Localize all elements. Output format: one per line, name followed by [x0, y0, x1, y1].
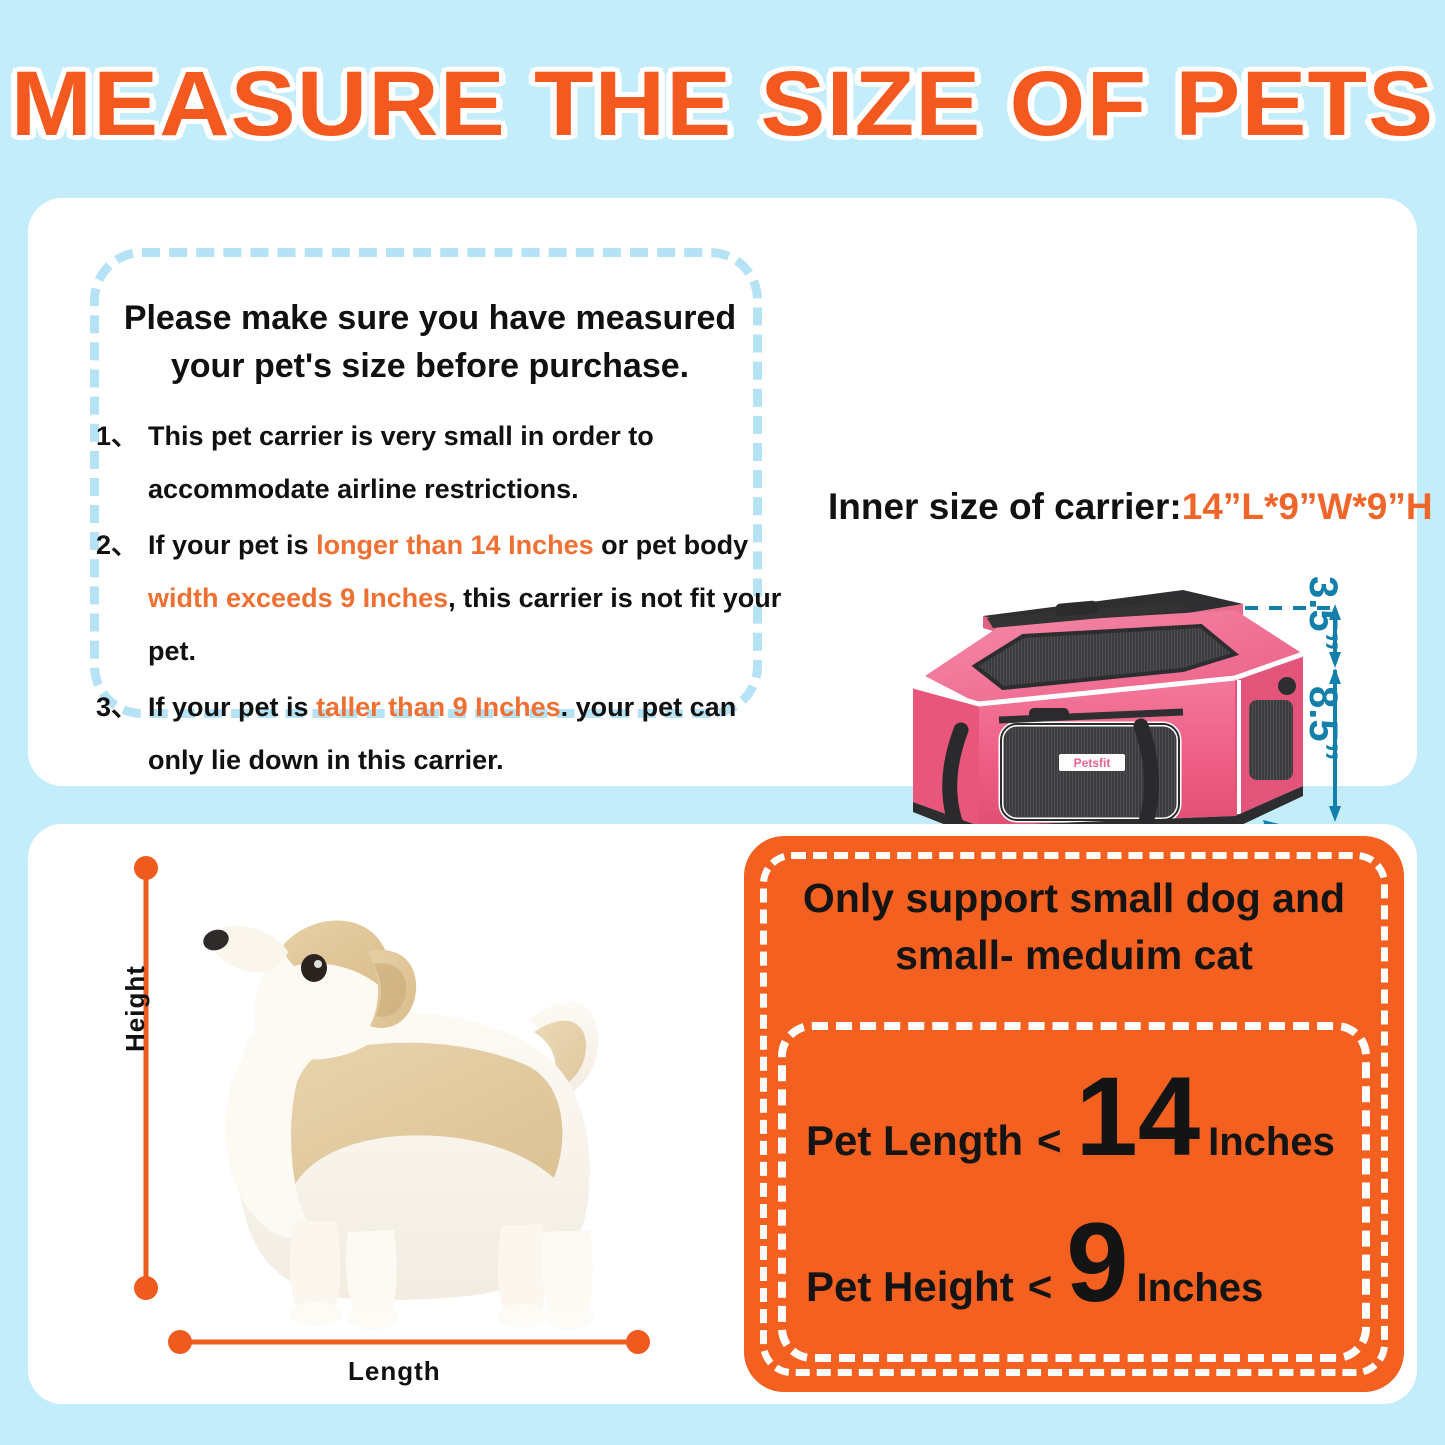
- dimension-label-top-height: 3.5”: [1301, 576, 1345, 652]
- instruction-text: If your pet is longer than 14 Inches or …: [148, 519, 786, 677]
- inner-size-label: Inner size of carrier:: [828, 486, 1182, 527]
- support-panel: Only support small dog and small- meduim…: [744, 836, 1404, 1392]
- spec-comparator: <: [1037, 1117, 1062, 1164]
- instruction-text: This pet carrier is very small in order …: [148, 410, 786, 515]
- spec-number: 9: [1066, 1200, 1129, 1325]
- support-panel-heading: Only support small dog and small- meduim…: [802, 875, 1346, 978]
- instruction-highlight: width exceeds 9 Inches: [148, 582, 449, 613]
- instruction-plain: If your pet is: [148, 692, 317, 723]
- brand-tag-text: Petsfit: [1074, 756, 1111, 770]
- instructions-heading: Please make sure you have measured your …: [123, 299, 737, 386]
- page-title: MEASURE THE SIZE OF PETS: [10, 53, 1435, 155]
- dog-measure-panel: Height Length: [98, 840, 718, 1390]
- instruction-item: 3、 If your pet is taller than 9 Inches. y…: [96, 681, 786, 786]
- instruction-plain: This pet carrier is very small in order …: [148, 421, 654, 504]
- bottom-card: Height Length Only support small dog and…: [28, 824, 1417, 1404]
- top-card: Please make sure you have measured your …: [28, 198, 1433, 950]
- instruction-highlight: longer than 14 Inches: [316, 530, 594, 561]
- dimension-label-body-height: 8.5”: [1301, 686, 1345, 762]
- instruction-plain: , this carrier is not fit your pet.: [148, 582, 782, 666]
- support-panel-dashed-border: [760, 852, 1388, 1376]
- instruction-item: 2、 If your pet is longer than 14 Inches o…: [96, 519, 786, 677]
- length-axis-label: Length: [348, 1356, 441, 1386]
- instruction-text: If your pet is taller than 9 Inches. you…: [148, 681, 786, 786]
- instruction-plain: . your pet can only lie down in this car…: [148, 692, 737, 775]
- instructions-list: 1、 This pet carrier is very small in orde…: [96, 410, 786, 790]
- inner-size-value: 14”L*9”W*9”H: [1181, 486, 1433, 527]
- instruction-number: 2、: [96, 530, 139, 561]
- height-axis-label: Height: [120, 965, 150, 1052]
- instruction-plain: If your pet is: [148, 530, 317, 561]
- inner-size-heading: Inner size of carrier:14”L*9”W*9”H: [828, 486, 1433, 528]
- spec-label: Pet Length: [806, 1117, 1023, 1164]
- spec-unit: Inches: [1136, 1266, 1264, 1310]
- dog-svg: [134, 856, 650, 1354]
- spec-label: Pet Height: [806, 1263, 1014, 1310]
- instructions-dashed-frame: [90, 248, 762, 718]
- spec-row-pet-height: Pet Height < 9 Inches: [806, 1200, 1264, 1325]
- instruction-number: 1、: [96, 421, 139, 451]
- spec-row-pet-length: Pet Length < 14 Inches: [806, 1054, 1335, 1179]
- spec-comparator: <: [1027, 1263, 1053, 1310]
- instruction-plain: or pet body: [593, 530, 749, 561]
- instruction-highlight: taller than 9 Inches: [316, 692, 561, 723]
- spec-number: 14: [1075, 1054, 1201, 1179]
- instruction-number: 3、: [96, 692, 139, 723]
- spec-unit: Inches: [1208, 1120, 1335, 1164]
- instruction-item: 1、 This pet carrier is very small in orde…: [96, 410, 786, 515]
- spec-dashed-frame: [778, 1022, 1370, 1362]
